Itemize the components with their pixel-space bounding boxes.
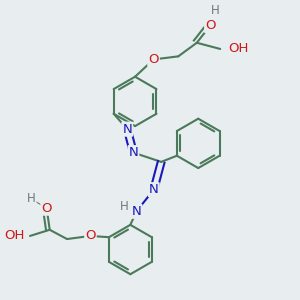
Text: OH: OH [5,230,25,242]
Text: H: H [27,192,36,206]
Text: H: H [211,4,220,16]
Text: O: O [148,53,159,66]
Text: O: O [205,19,216,32]
Text: O: O [41,202,52,215]
Text: N: N [132,205,141,218]
Text: OH: OH [228,43,249,56]
Text: O: O [85,230,96,242]
Text: N: N [129,146,138,159]
Text: N: N [149,183,159,196]
Text: N: N [122,123,132,136]
Text: H: H [120,200,129,213]
